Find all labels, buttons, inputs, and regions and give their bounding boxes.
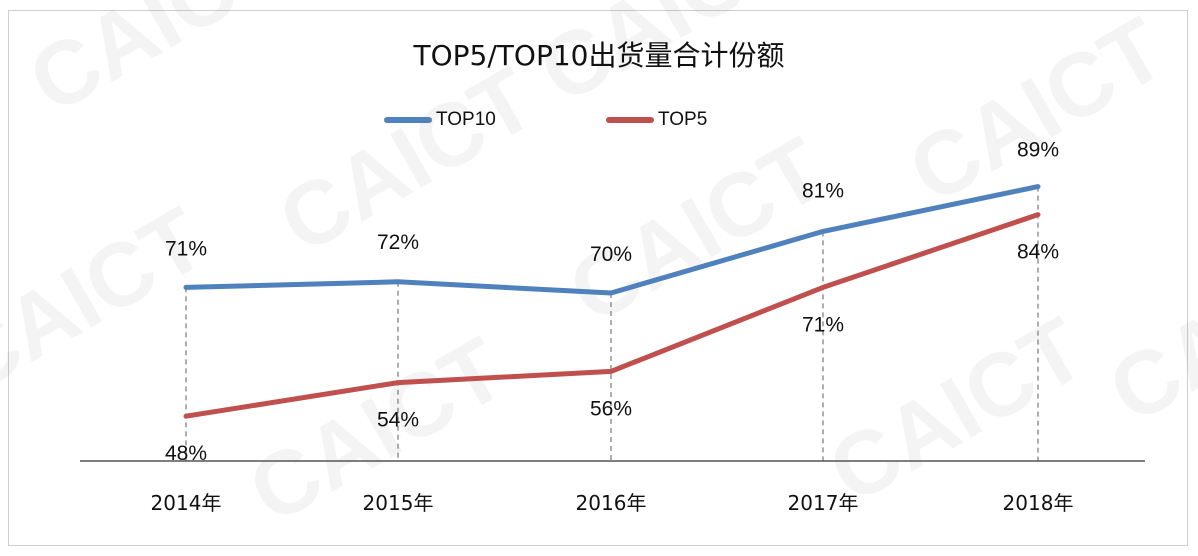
data-label-top5: 56% (590, 397, 632, 420)
legend-item-top5: TOP5 (606, 108, 707, 132)
data-label-top10: 70% (590, 243, 632, 266)
chart-frame (8, 10, 1188, 546)
data-label-top5: 84% (1017, 241, 1059, 264)
legend-swatch-top5 (606, 117, 654, 123)
legend-label-top10: TOP10 (436, 109, 496, 130)
data-label-top5: 54% (377, 409, 419, 432)
x-tick-label: 2018年 (1003, 491, 1074, 515)
x-tick-label: 2015年 (363, 491, 434, 515)
legend-swatch-top10 (384, 117, 432, 123)
x-tick-label: 2017年 (788, 491, 859, 515)
data-label-top5: 48% (165, 442, 207, 465)
legend-item-top10: TOP10 (384, 108, 496, 132)
legend-label-top5: TOP5 (658, 109, 708, 130)
x-tick-label: 2016年 (576, 491, 647, 515)
data-label-top10: 71% (165, 237, 207, 260)
x-tick-label: 2014年 (151, 491, 222, 515)
chart-title: TOP5/TOP10出货量合计份额 (413, 39, 785, 72)
data-label-top10: 81% (802, 179, 844, 202)
data-label-top5: 71% (802, 313, 844, 336)
data-label-top10: 72% (377, 231, 419, 254)
series-line-top10 (183, 184, 1041, 296)
data-label-top10: 89% (1017, 139, 1059, 162)
